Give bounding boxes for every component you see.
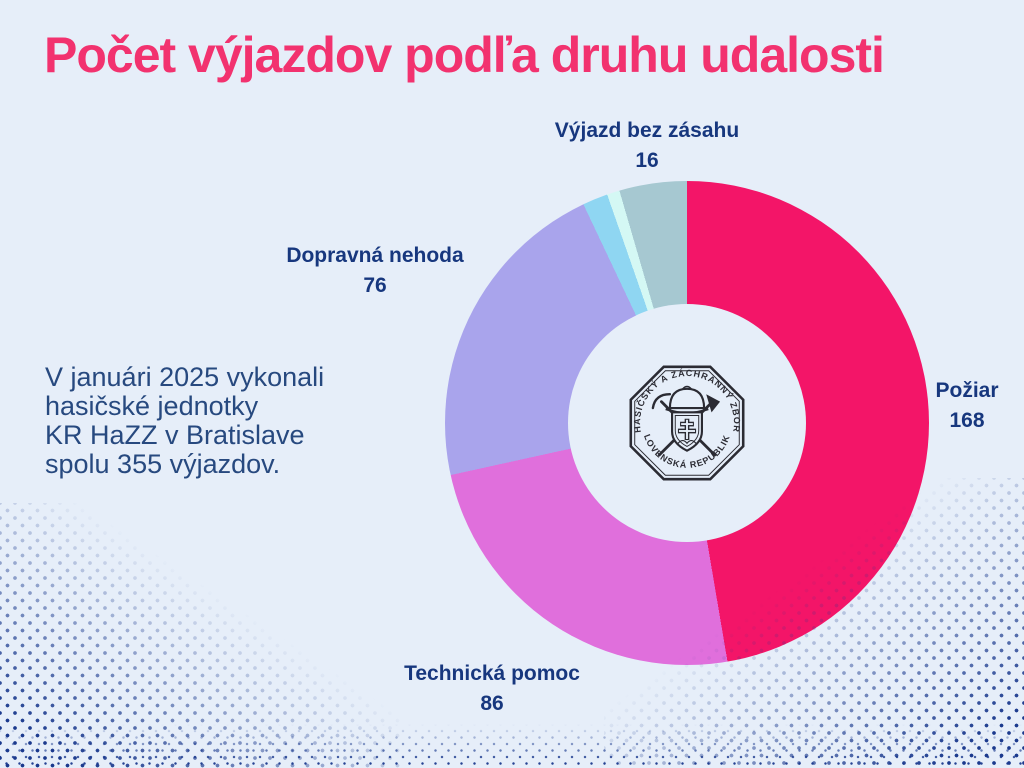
slice-label-dopravna-nehoda: Dopravná nehoda 76 bbox=[225, 241, 525, 302]
slice-label-text: Výjazd bez zásahu bbox=[554, 119, 740, 142]
axe-head-icon bbox=[706, 394, 721, 413]
slice-value-text: 76 bbox=[363, 274, 387, 298]
donut-chart: HASIČSKÝ A ZÁCHRANNÝ ZBOR SLOVENSKÁ REPU… bbox=[445, 181, 929, 665]
donut-hole: HASIČSKÝ A ZÁCHRANNÝ ZBOR SLOVENSKÁ REPU… bbox=[568, 304, 806, 542]
slice-value-text: 86 bbox=[480, 692, 504, 716]
slice-value-text: 16 bbox=[635, 149, 659, 173]
halftone-dots-bottom-strip bbox=[0, 718, 1024, 768]
helmet-icon bbox=[665, 385, 709, 414]
logo-inner-octagon bbox=[634, 370, 740, 476]
shield-with-double-cross-icon bbox=[671, 411, 703, 452]
fire-brigade-logo-icon: HASIČSKÝ A ZÁCHRANNÝ ZBOR SLOVENSKÁ REPU… bbox=[623, 359, 745, 481]
slice-label-poziar: Požiar 168 bbox=[887, 376, 1024, 437]
halftone-dots-bottom-left bbox=[0, 503, 400, 768]
page-title: Počet výjazdov podľa druhu udalosti bbox=[44, 27, 885, 83]
slice-label-text: Požiar bbox=[935, 379, 999, 402]
slice-label-technicka-pomoc: Technická pomoc 86 bbox=[342, 659, 642, 720]
slice-label-text: Technická pomoc bbox=[404, 662, 580, 685]
slice-label-text: Dopravná nehoda bbox=[286, 244, 464, 267]
intro-text: V januári 2025 vykonali hasičské jednotk… bbox=[45, 362, 325, 479]
slice-value-text: 168 bbox=[949, 409, 985, 433]
slice-label-vyjazd-bez-zasahu: Výjazd bez zásahu 16 bbox=[497, 116, 797, 177]
